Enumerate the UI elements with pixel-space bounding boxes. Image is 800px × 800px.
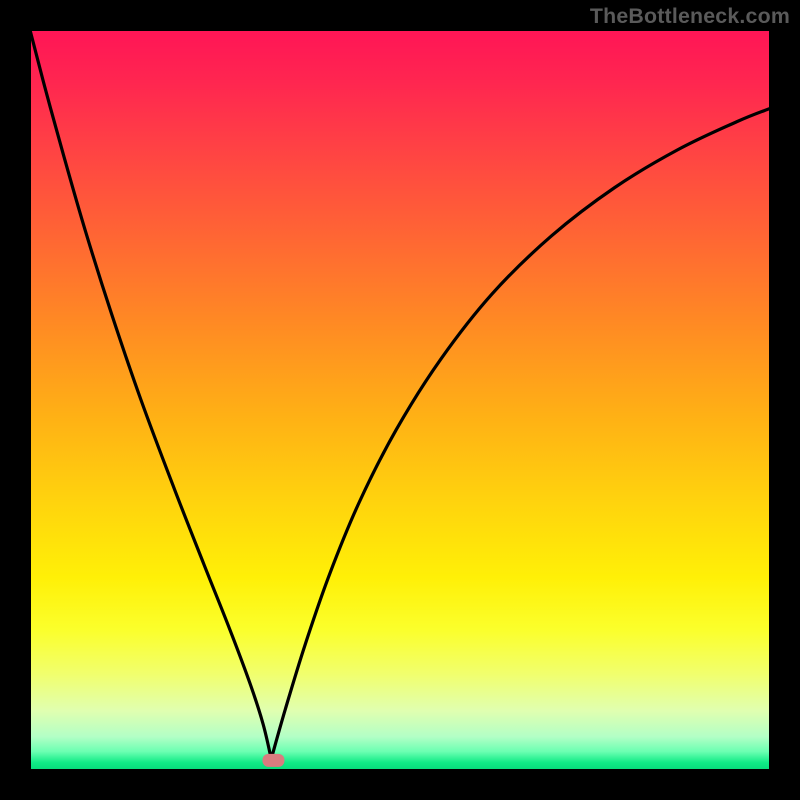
chart-stage: TheBottleneck.com (0, 0, 800, 800)
watermark-text: TheBottleneck.com (590, 4, 790, 29)
minimum-marker (262, 754, 284, 767)
chart-svg (0, 0, 800, 800)
